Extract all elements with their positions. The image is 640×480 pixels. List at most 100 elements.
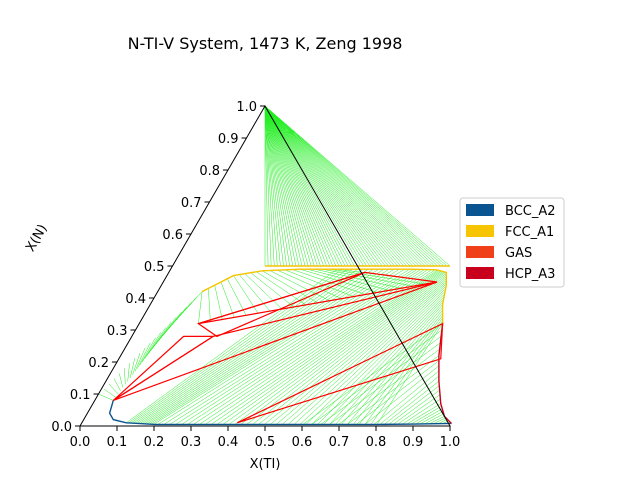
tie-line [264, 105, 346, 267]
tie-line [264, 105, 352, 267]
tie-line [322, 268, 414, 287]
three-phase-triangle [198, 271, 438, 325]
x-tick-label: 0.5 [255, 435, 276, 450]
tie-line [264, 105, 343, 267]
tie-line [347, 355, 440, 425]
tie-line [264, 105, 423, 267]
tie-line [264, 105, 312, 267]
x-tick-label: 0.7 [329, 435, 350, 450]
chart-title: N-TI-V System, 1473 K, Zeng 1998 [128, 34, 403, 53]
tie-line [264, 105, 377, 267]
tie-line [264, 105, 441, 267]
tie-line [264, 105, 408, 267]
tie-line [284, 269, 354, 297]
tie-line [264, 105, 383, 267]
tie-line [144, 327, 167, 359]
tie-line [393, 389, 440, 425]
tie-line [264, 105, 318, 267]
y-tick-label: 0.4 [125, 292, 146, 307]
tie-line [264, 105, 395, 267]
bcc-a2-boundary [108, 400, 452, 426]
tie-line [264, 105, 401, 267]
tie-line [262, 270, 318, 304]
hcp-a3-boundary [438, 323, 452, 424]
tie-line [264, 105, 438, 267]
tie-line [214, 285, 223, 320]
tie-line [98, 393, 114, 401]
tie-line [264, 105, 315, 267]
tie-line [193, 269, 429, 425]
tie-line [264, 105, 374, 267]
legend-label: FCC_A1 [505, 225, 554, 240]
tie-line [264, 105, 287, 267]
y-tick-label: 0.8 [199, 164, 220, 179]
tie-line [264, 105, 330, 267]
tie-line [264, 105, 337, 267]
legend-swatch [466, 204, 494, 216]
tie-line [299, 288, 446, 425]
tie-line [118, 373, 124, 388]
tie-line [264, 105, 435, 267]
tie-line [264, 105, 278, 267]
y-tick-label: 0.5 [144, 260, 165, 275]
tie-line [146, 268, 384, 425]
tie-line [264, 105, 432, 267]
tie-line [244, 273, 283, 310]
tie-line [264, 105, 303, 267]
y-tick-label: 0.6 [162, 228, 183, 243]
tie-line [311, 293, 445, 425]
tie-line [264, 105, 300, 267]
tie-line [246, 271, 446, 425]
tie-line [256, 271, 306, 306]
tie-line [302, 323, 443, 425]
tie-line [134, 347, 146, 372]
y-tick-label: 1.0 [236, 100, 257, 115]
tie-line [264, 105, 334, 267]
y-axis-label: X(N) [23, 222, 50, 254]
tie-line [264, 105, 426, 267]
tie-line [264, 105, 275, 267]
tie-line [126, 268, 338, 424]
tie-line [376, 323, 443, 425]
tie-line [258, 274, 447, 425]
tie-line [130, 268, 348, 424]
tie-line [228, 270, 442, 425]
tie-line [264, 105, 392, 267]
tie-line [424, 413, 444, 425]
tie-line [233, 275, 259, 314]
y-tick-label: 0.7 [181, 196, 202, 211]
y-tick-label: 0.9 [218, 132, 239, 147]
tie-line [437, 418, 448, 424]
tie-line [323, 299, 444, 425]
tie-line [264, 105, 414, 267]
tie-line [402, 398, 441, 425]
tie-line [287, 283, 447, 425]
tie-line [264, 105, 284, 267]
tie-line [270, 278, 447, 425]
tie-line [428, 416, 445, 425]
tie-line [127, 363, 130, 382]
tie-line [113, 378, 121, 391]
tie-lines [98, 105, 451, 425]
tie-line [264, 105, 380, 267]
phase-boundaries [108, 265, 452, 426]
tie-line [264, 105, 324, 267]
legend-swatch [466, 267, 494, 279]
tie-line [411, 405, 442, 425]
y-tick-label: 0.2 [88, 356, 109, 371]
tie-line [269, 270, 330, 301]
tie-line [199, 269, 432, 425]
tie-line [264, 105, 269, 267]
x-tick-label: 0.6 [292, 435, 313, 450]
tie-line [329, 268, 426, 285]
x-tick-label: 0.0 [70, 435, 91, 450]
tie-line [239, 274, 271, 312]
tie-line [397, 394, 441, 425]
legend-label: HCP_A3 [505, 267, 555, 282]
legend-swatch [466, 246, 494, 258]
tie-line [250, 272, 295, 308]
tie-line [132, 352, 141, 375]
tie-line [264, 105, 451, 267]
tie-line [314, 268, 402, 289]
tie-line [264, 105, 420, 267]
